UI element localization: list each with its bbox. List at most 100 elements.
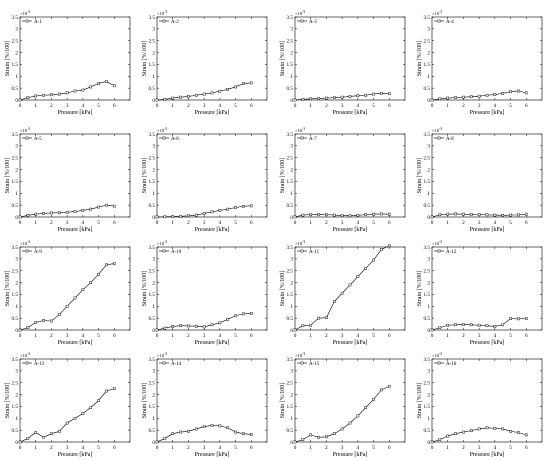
data-point — [155, 98, 159, 102]
series-line — [156, 82, 252, 101]
x-tick-label: 6 — [525, 445, 528, 451]
data-point — [438, 97, 442, 101]
data-point — [210, 91, 214, 95]
y-tick-label: 1.5 — [287, 62, 294, 68]
y-axis-label: Strain [%/100] — [417, 383, 423, 419]
data-point — [155, 440, 159, 444]
x-axis-label: Pressure [kPa] — [58, 110, 93, 116]
data-point — [332, 213, 336, 217]
exponent-base: ×10 — [157, 11, 165, 16]
data-point — [309, 97, 313, 101]
data-point — [469, 213, 473, 216]
x-tick-label: 0 — [19, 103, 22, 109]
y-axis-label: Strain [%/100] — [280, 158, 286, 194]
data-point — [202, 325, 206, 329]
x-tick-label: 1 — [34, 445, 37, 451]
y-tick-label: 0.5 — [287, 428, 294, 434]
data-point — [446, 323, 450, 327]
legend-marker — [437, 19, 441, 23]
data-point — [446, 212, 450, 216]
axes-box — [294, 246, 406, 331]
x-tick-label: 6 — [388, 333, 391, 339]
x-tick-label: 1 — [309, 333, 312, 339]
y-tick-label: 0 — [152, 440, 155, 446]
data-point — [509, 213, 512, 217]
data-point — [112, 84, 116, 88]
data-point — [112, 204, 116, 208]
legend-label: A-1 — [34, 20, 42, 25]
exponent-power: -3 — [439, 10, 442, 14]
y-tick-label: 2 — [152, 392, 155, 398]
x-tick-label: 5 — [509, 333, 512, 339]
x-tick-label: 5 — [234, 103, 237, 109]
y-tick-label: 3.5 — [12, 245, 19, 251]
data-point — [42, 212, 45, 215]
y-tick-label: 0.5 — [287, 316, 294, 322]
y-tick-label: 3 — [15, 257, 18, 263]
x-axis-label: Pressure [kPa] — [58, 340, 93, 346]
legend-label: A-8 — [446, 137, 454, 142]
data-point — [81, 412, 85, 415]
y-tick-label: 0 — [15, 98, 18, 104]
data-point — [105, 389, 108, 393]
data-point — [249, 204, 253, 208]
data-point — [50, 432, 53, 436]
x-tick-label: 1 — [34, 103, 37, 109]
data-point — [34, 431, 38, 434]
x-tick-label: 6 — [113, 333, 116, 339]
legend-marker — [162, 19, 166, 23]
data-point — [462, 430, 465, 434]
y-tick-label: 3.5 — [424, 15, 431, 21]
y-axis-label: Strain [%/100] — [5, 383, 11, 419]
y-tick-label: 1 — [290, 304, 293, 310]
y-tick-label: 2 — [15, 392, 18, 398]
x-tick-label: 3 — [478, 103, 481, 109]
subplot-2: 0 0.5 1 1.5 2 2.5 3 3.5 0 1 2 3 4 5 6 ×10-3 Pressure [kP… — [142, 10, 268, 116]
y-tick-label: 3 — [15, 369, 18, 375]
data-point — [340, 95, 344, 99]
data-point — [348, 214, 352, 218]
exponent-power: -3 — [27, 10, 30, 14]
y-tick-label: 1 — [290, 74, 293, 80]
x-axis-label: Pressure [kPa] — [195, 452, 230, 458]
data-point — [194, 427, 198, 431]
data-point — [301, 97, 305, 101]
data-point — [309, 213, 313, 216]
y-tick-label: 3 — [290, 257, 293, 263]
data-point — [65, 304, 69, 308]
y-tick-label: 0 — [427, 440, 430, 446]
data-point — [97, 205, 100, 209]
y-tick-label: 0 — [427, 328, 430, 334]
y-tick-label: 3 — [427, 257, 430, 263]
y-axis-label: Strain [%/100] — [280, 41, 286, 77]
data-point — [65, 91, 69, 95]
exponent-label: ×10-3 — [432, 10, 442, 16]
data-point — [485, 93, 489, 97]
subplot-6: 0 0.5 1 1.5 2 2.5 3 3.5 0 1 2 3 4 5 6 ×10-3 Pressure [kP… — [142, 127, 268, 233]
data-point — [202, 92, 206, 96]
y-tick-label: 0 — [152, 98, 155, 104]
y-tick-label: 1.5 — [287, 404, 294, 410]
axes-box — [156, 358, 268, 443]
x-tick-label: 1 — [446, 333, 449, 339]
data-point — [477, 427, 481, 431]
exponent-base: ×10 — [20, 353, 28, 358]
data-point — [430, 215, 434, 219]
exponent-label: ×10-3 — [157, 127, 167, 133]
data-point — [348, 283, 352, 287]
data-point — [210, 210, 214, 214]
data-point — [293, 440, 297, 444]
y-tick-label: 1.5 — [12, 404, 19, 410]
data-point — [517, 213, 520, 217]
x-tick-label: 3 — [341, 333, 344, 339]
y-tick-label: 1 — [427, 304, 430, 310]
exponent-power: -3 — [439, 240, 442, 244]
data-point — [65, 210, 69, 214]
data-point — [356, 414, 360, 418]
y-tick-label: 1.5 — [12, 179, 19, 185]
legend-marker — [437, 249, 441, 253]
data-point — [249, 81, 253, 85]
y-tick-label: 1.5 — [12, 292, 19, 298]
data-point — [462, 323, 465, 326]
axes-box — [294, 358, 406, 443]
